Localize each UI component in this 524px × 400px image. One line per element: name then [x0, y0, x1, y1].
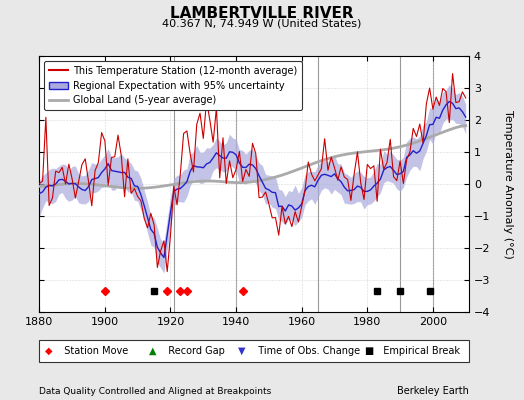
- Text: Time of Obs. Change: Time of Obs. Change: [252, 346, 359, 356]
- Text: Data Quality Controlled and Aligned at Breakpoints: Data Quality Controlled and Aligned at B…: [39, 387, 271, 396]
- Text: Berkeley Earth: Berkeley Earth: [397, 386, 469, 396]
- Text: ◆: ◆: [45, 346, 52, 356]
- Text: Record Gap: Record Gap: [162, 346, 225, 356]
- Text: LAMBERTVILLE RIVER: LAMBERTVILLE RIVER: [170, 6, 354, 21]
- Text: ▲: ▲: [149, 346, 157, 356]
- Legend: This Temperature Station (12-month average), Regional Expectation with 95% uncer: This Temperature Station (12-month avera…: [44, 61, 302, 110]
- Text: ■: ■: [364, 346, 374, 356]
- Y-axis label: Temperature Anomaly (°C): Temperature Anomaly (°C): [503, 110, 512, 258]
- Text: Station Move: Station Move: [58, 346, 128, 356]
- Text: ▼: ▼: [238, 346, 246, 356]
- Text: 40.367 N, 74.949 W (United States): 40.367 N, 74.949 W (United States): [162, 18, 362, 28]
- Text: Empirical Break: Empirical Break: [377, 346, 460, 356]
